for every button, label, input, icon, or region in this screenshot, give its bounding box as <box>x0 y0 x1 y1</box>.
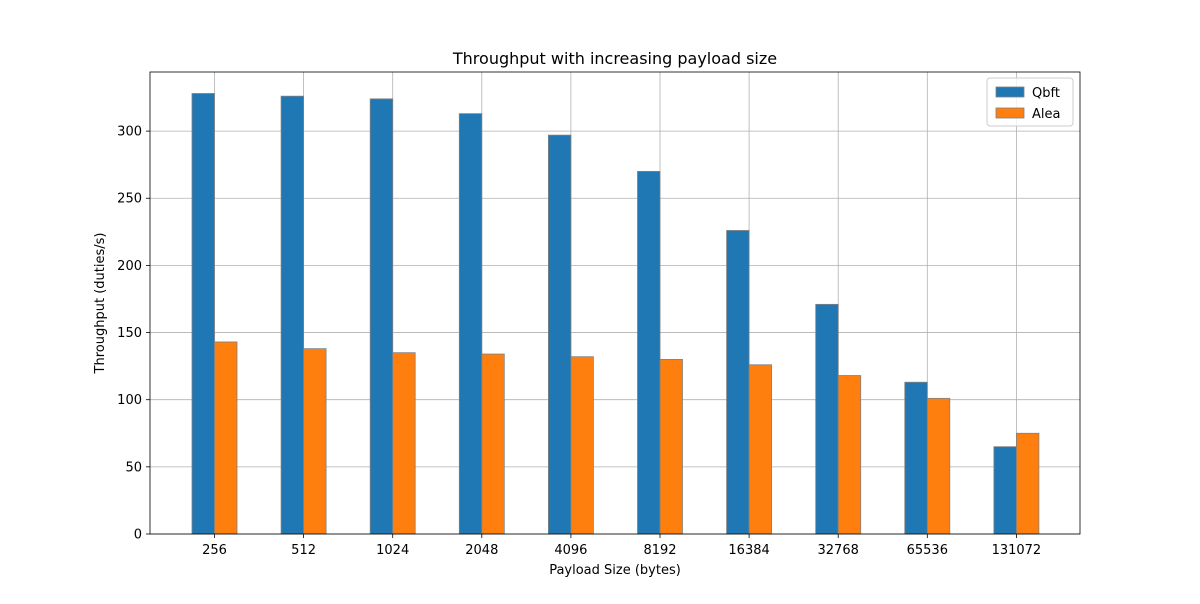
x-tick-label: 1024 <box>376 543 409 558</box>
bar-qbft-65536 <box>904 381 928 535</box>
y-tick-label: 200 <box>117 259 142 274</box>
y-tick-label: 50 <box>125 460 142 475</box>
bar-qbft-1024 <box>369 98 394 535</box>
bar-alea-131072 <box>1016 432 1040 535</box>
y-tick-label: 150 <box>117 326 142 341</box>
x-tick-label: 16384 <box>728 543 769 558</box>
bar-qbft-4096 <box>548 134 572 535</box>
plot-frame <box>149 71 1081 535</box>
legend-swatch-qbft <box>995 86 1025 98</box>
bars <box>191 93 1040 535</box>
y-tick-label: 300 <box>117 125 142 140</box>
bar-qbft-512 <box>280 95 305 535</box>
y-tick-label: 0 <box>134 528 142 543</box>
x-tick-label: 32768 <box>818 543 859 558</box>
x-tick-label: 256 <box>202 543 227 558</box>
bar-alea-16384 <box>748 364 772 535</box>
x-axis-label: Payload Size (bytes) <box>549 563 681 578</box>
legend-label-alea: Alea <box>1032 107 1060 122</box>
chart-title: Throughput with increasing payload size <box>452 49 777 68</box>
bar-qbft-2048 <box>458 113 483 535</box>
x-tick-label: 512 <box>291 543 316 558</box>
y-tick-label: 100 <box>117 393 142 408</box>
bar-alea-1024 <box>392 352 416 535</box>
bar-alea-65536 <box>926 397 951 535</box>
x-tick-label: 2048 <box>465 543 498 558</box>
bar-qbft-8192 <box>637 170 661 535</box>
axes: 0 50 100 150 200 250 300 256 512 1024 2048 4096 8192… <box>117 71 1081 558</box>
x-tick-label: 4096 <box>554 543 587 558</box>
bar-alea-2048 <box>481 353 505 535</box>
bar-qbft-32768 <box>815 303 839 535</box>
legend: Qbft Alea <box>986 77 1074 127</box>
x-tick-label: 131072 <box>992 543 1042 558</box>
bar-alea-32768 <box>837 375 862 535</box>
bar-alea-256 <box>214 341 238 535</box>
bar-alea-8192 <box>659 359 683 535</box>
y-axis-label: Throughput (duties/s) <box>93 233 108 375</box>
x-tick-label: 65536 <box>907 543 948 558</box>
bar-alea-4096 <box>570 356 594 535</box>
bar-alea-512 <box>303 348 327 535</box>
y-tick-label: 250 <box>117 192 142 207</box>
legend-swatch-alea <box>995 107 1025 119</box>
bar-qbft-16384 <box>726 230 750 535</box>
bar-qbft-131072 <box>993 446 1017 535</box>
x-tick-label: 8192 <box>643 543 676 558</box>
legend-label-qbft: Qbft <box>1032 86 1060 101</box>
bar-qbft-256 <box>191 93 215 535</box>
